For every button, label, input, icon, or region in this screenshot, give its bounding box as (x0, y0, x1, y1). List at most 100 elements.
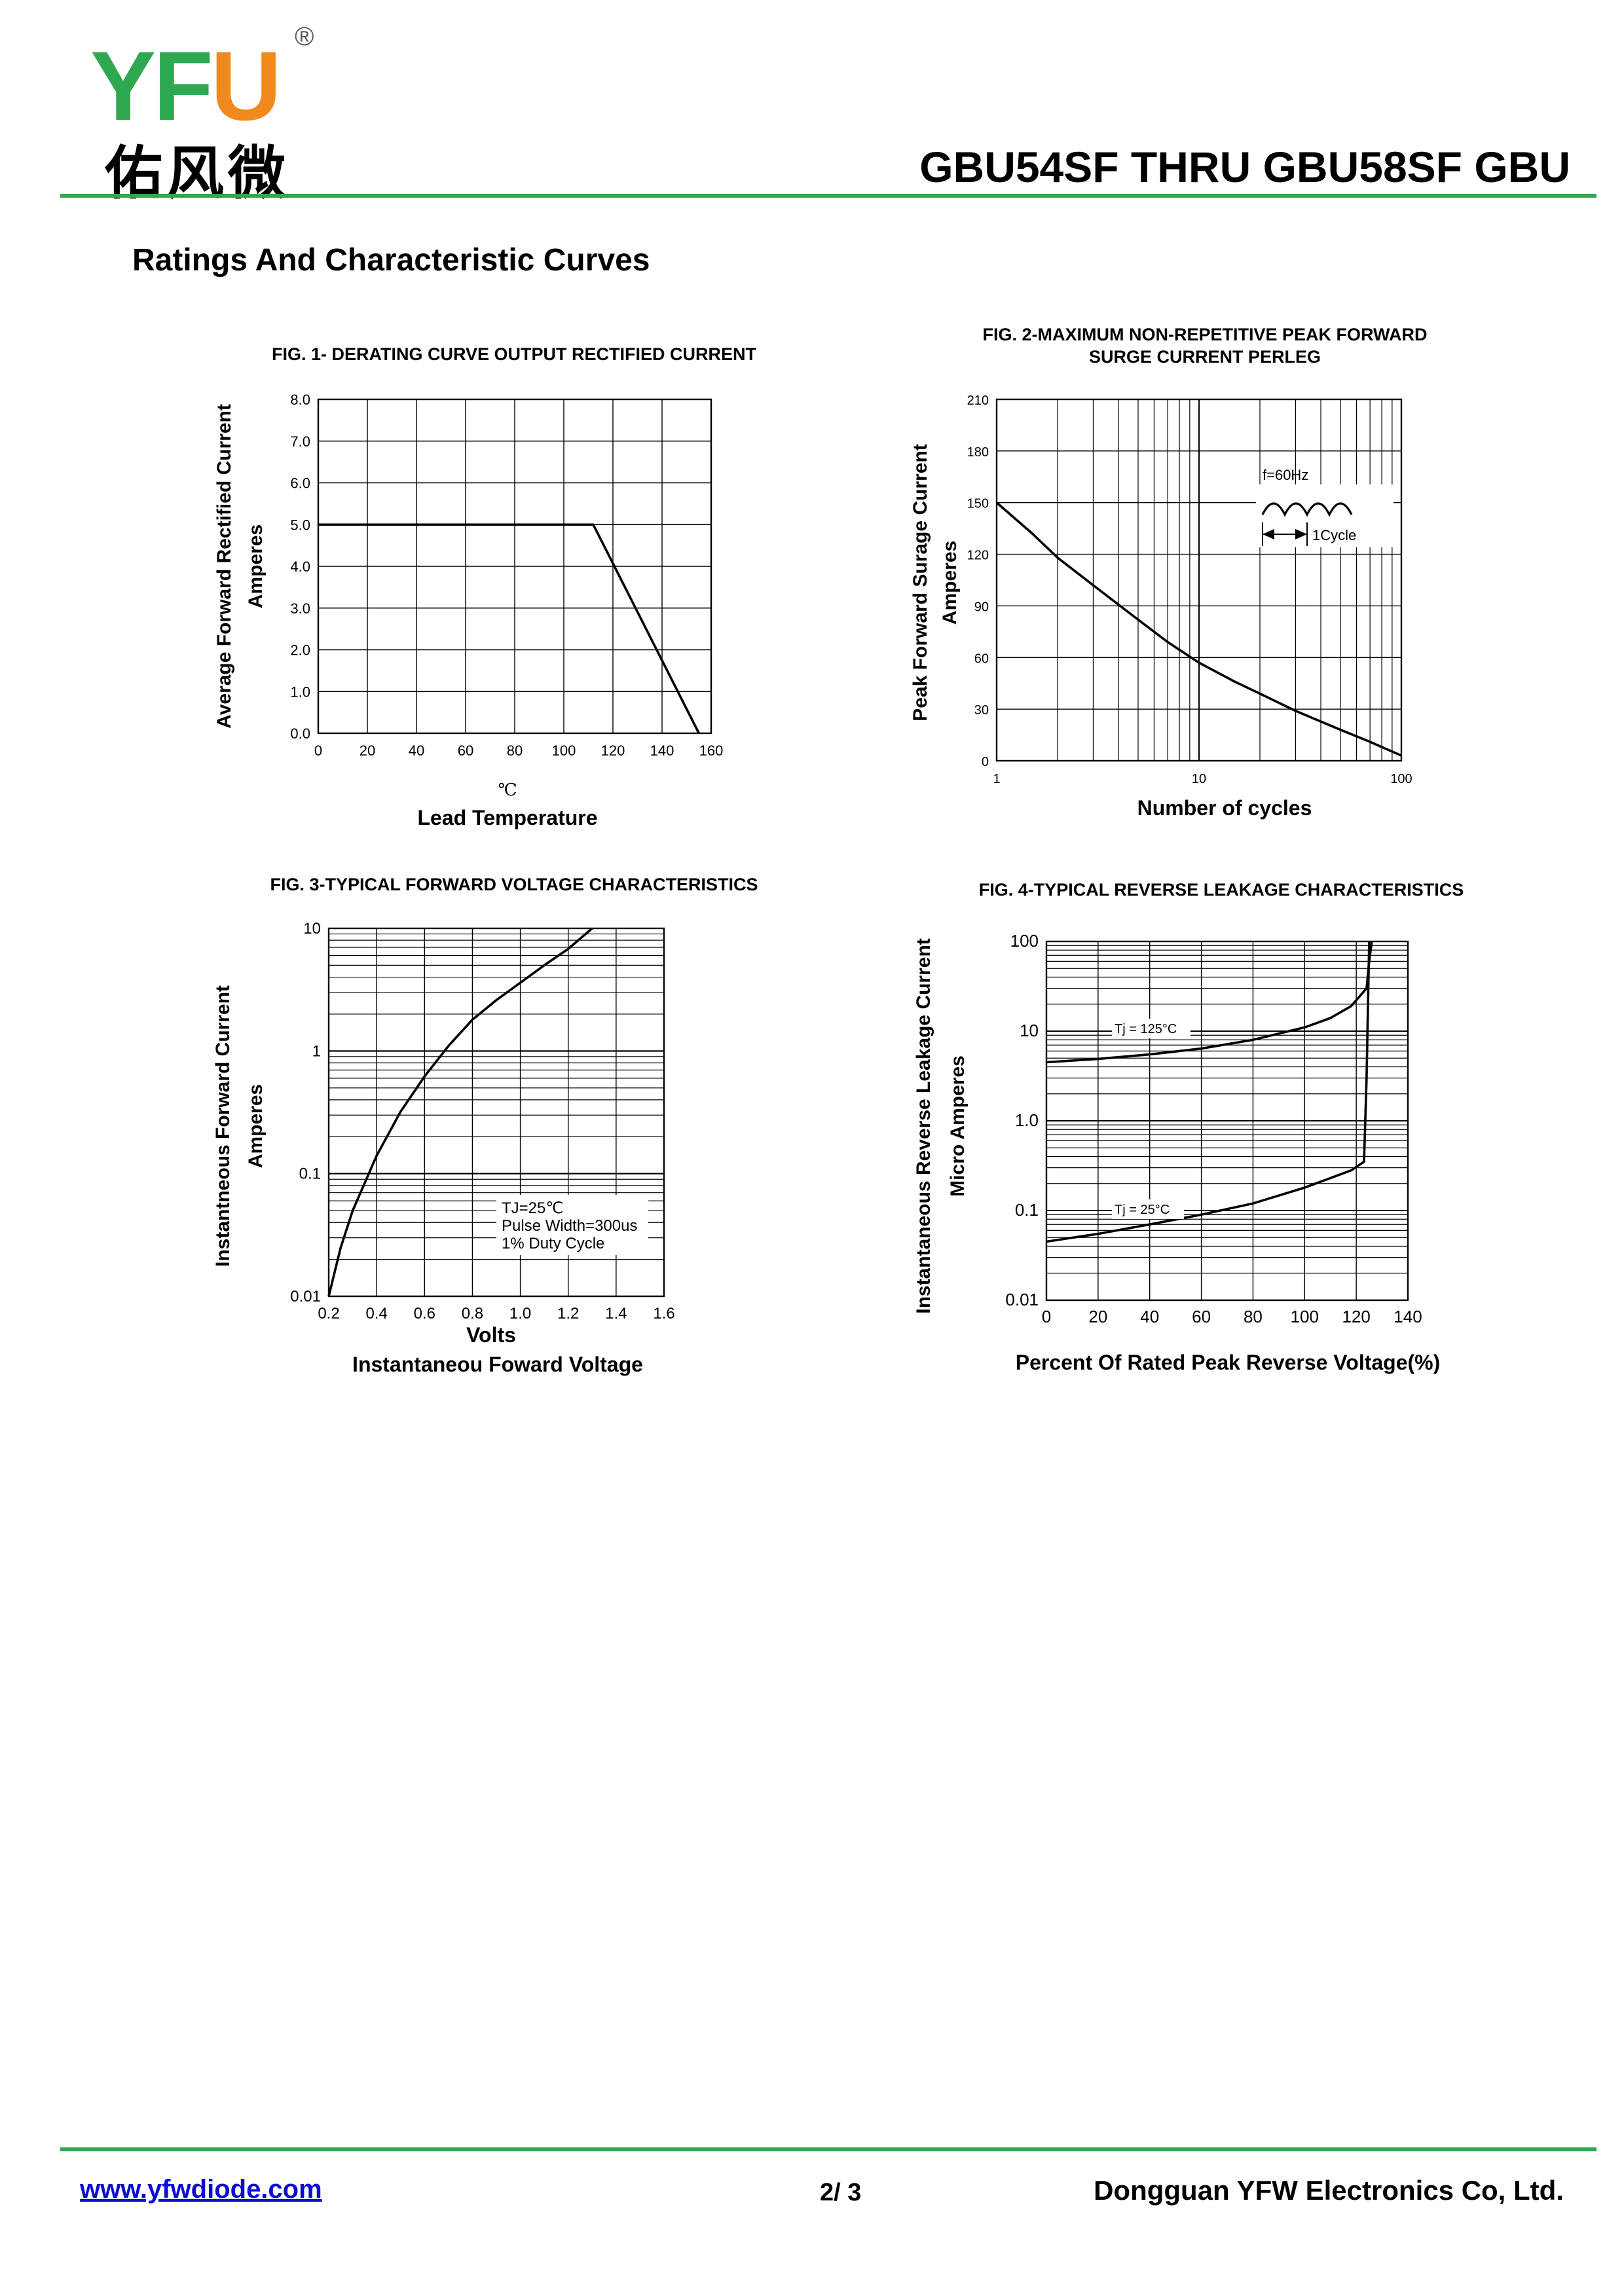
fig3-legend-line3: 1% Duty Cycle (502, 1235, 604, 1252)
fig2-xtick-label: 10 (1192, 772, 1206, 786)
fig2-xlabel: Number of cycles (1137, 796, 1312, 820)
fig4-series1-label: Tj = 125°C (1115, 1022, 1177, 1036)
fig2-ytick-label: 120 (967, 549, 989, 563)
fig2-frequency-label: f=60Hz (1263, 467, 1308, 483)
fig1-xtick-label: 100 (552, 742, 576, 759)
document-title: GBU54SF THRU GBU58SF GBU (919, 143, 1570, 191)
fig4-frame (1045, 940, 1409, 1302)
fig2-title-line2: SURGE CURRENT PERLEG (1089, 347, 1321, 367)
fig1-ytick-label: 0.0 (290, 725, 310, 742)
fig1-xunit: ℃ (498, 780, 517, 800)
fig3-ytick-label: 1 (312, 1042, 321, 1060)
fig2-ytick-label: 0 (982, 755, 989, 769)
fig4-chart: FIG. 4-TYPICAL REVERSE LEAKAGE CHARACTER… (913, 880, 1464, 1374)
fig4-title: FIG. 4-TYPICAL REVERSE LEAKAGE CHARACTER… (979, 880, 1464, 900)
footer-divider (60, 2147, 1596, 2151)
fig4-xlabel: Percent Of Rated Peak Reverse Voltage(%) (1016, 1351, 1441, 1374)
fig3-xlabel: Volts (466, 1323, 516, 1347)
fig4-xtick-label: 140 (1393, 1307, 1422, 1326)
fig3-xtick-label: 1.0 (509, 1305, 531, 1322)
fig1-ytick-label: 5.0 (290, 517, 310, 533)
fig3-ytick-label: 0.01 (290, 1288, 321, 1305)
section-heading: Ratings And Characteristic Curves (132, 243, 650, 278)
fig2-ytick-label: 60 (974, 651, 989, 666)
fig2-arrowhead-right (1295, 529, 1307, 539)
fig4-ytick-label: 0.1 (1015, 1200, 1039, 1220)
fig2-title: FIG. 2-MAXIMUM NON-REPETITIVE PEAK FORWA… (982, 325, 1427, 344)
fig1-xtick-label: 140 (650, 742, 674, 759)
fig4-series2-label-bg (1112, 1199, 1184, 1219)
fig4-xtick-label: 80 (1244, 1307, 1263, 1326)
fig3-xtick-label: 0.2 (318, 1305, 339, 1322)
figure-2: FIG. 2-MAXIMUM NON-REPETITIVE PEAK FORWA… (904, 321, 1532, 845)
fig4-xtick-label: 100 (1291, 1307, 1319, 1326)
fig4-ylabel2: Micro Amperes (947, 1055, 969, 1197)
fig1-ylabel2: Amperes (245, 524, 267, 608)
fig2-ytick-label: 210 (967, 393, 989, 408)
fig3-ytick-label: 10 (303, 920, 321, 938)
fig3-title: FIG. 3-TYPICAL FORWARD VOLTAGE CHARACTER… (270, 875, 758, 894)
fig4-xtick-label: 60 (1192, 1307, 1211, 1326)
fig2-ylabel2: Amperes (939, 541, 961, 625)
fig4-series2-label: Tj = 25°C (1115, 1203, 1170, 1217)
fig3-ylabel2: Amperes (245, 1084, 267, 1168)
fig2-xtick-label: 1 (993, 772, 1000, 786)
fig2-cycle-label: 1Cycle (1312, 527, 1356, 543)
figure-4: FIG. 4-TYPICAL REVERSE LEAKAGE CHARACTER… (904, 864, 1532, 1401)
fig1-xtick-label: 80 (507, 742, 523, 759)
fig2-ytick-label: 30 (974, 703, 989, 718)
fig4-ytick-label: 1.0 (1015, 1110, 1039, 1130)
fig1-xtick-label: 60 (458, 742, 473, 759)
logo-letter-y: Y (90, 31, 156, 141)
registered-mark: ® (295, 22, 314, 51)
fig3-xtick-label: 0.8 (462, 1305, 483, 1322)
fig1-ytick-label: 2.0 (290, 642, 310, 659)
fig2-chart: FIG. 2-MAXIMUM NON-REPETITIVE PEAK FORWA… (910, 325, 1428, 820)
fig1-ytick-label: 3.0 (290, 600, 310, 617)
fig2-series-0 (995, 501, 1402, 757)
fig2-wave-icon (1261, 502, 1353, 517)
fig1-xlabel: Lead Temperature (417, 806, 597, 829)
fig1-xtick-label: 20 (360, 742, 375, 759)
fig1-chart: FIG. 1- DERATING CURVE OUTPUT RECTIFIED … (213, 344, 757, 829)
fig3-legend-bg (496, 1195, 648, 1255)
fig3-series-0 (327, 927, 593, 1297)
fig2-inset-bg (1256, 484, 1393, 547)
fig2-ytick-label: 90 (974, 600, 989, 614)
website-link[interactable]: www.yfwdiode.com (80, 2175, 322, 2204)
logo-letter-u: U (210, 31, 282, 141)
fig4-series-1 (1046, 941, 1371, 1243)
fig1-series-0 (318, 523, 700, 734)
fig2-ytick-label: 150 (967, 497, 989, 511)
fig1-ytick-label: 7.0 (290, 433, 310, 450)
fig2-frame (995, 398, 1403, 762)
fig2-ylabel: Peak Forward Surage Current (910, 444, 931, 721)
fig1-ytick-label: 8.0 (290, 392, 310, 408)
fig1-xtick-label: 0 (314, 742, 322, 759)
fig3-legend-line1: TJ=25℃ (502, 1199, 563, 1217)
fig1-frame (317, 398, 712, 735)
fig4-xtick-label: 20 (1088, 1307, 1107, 1326)
brand-logo: YFU ® 佑风微 (65, 22, 341, 207)
fig4-xtick-label: 120 (1342, 1307, 1370, 1326)
fig1-xtick-label: 40 (409, 742, 424, 759)
logo-letter-f: F (153, 31, 213, 141)
fig3-xtick-label: 0.4 (365, 1305, 387, 1322)
fig4-ytick-label: 0.01 (1005, 1290, 1039, 1309)
fig3-frame (327, 927, 665, 1298)
fig3-xtick-label: 1.2 (557, 1305, 579, 1322)
fig4-ytick-label: 100 (1010, 931, 1039, 951)
figure-3: FIG. 3-TYPICAL FORWARD VOLTAGE CHARACTER… (196, 864, 825, 1401)
fig4-xtick-label: 0 (1042, 1307, 1051, 1326)
fig3-legend-line2: Pulse Width=300us (502, 1217, 637, 1235)
fig3-xlabel2: Instantaneou Foward Voltage (352, 1353, 643, 1376)
fig3-xtick-label: 1.6 (653, 1305, 674, 1322)
fig1-ytick-label: 4.0 (290, 558, 310, 575)
fig4-ylabel: Instantaneous Reverse Leakage Current (913, 938, 934, 1314)
fig4-series-0 (1046, 941, 1373, 1064)
fig3-chart: FIG. 3-TYPICAL FORWARD VOLTAGE CHARACTER… (212, 875, 758, 1376)
fig1-ytick-label: 1.0 (290, 683, 310, 700)
fig3-ylabel: Instantneous Forward Current (212, 985, 234, 1267)
figure-1: FIG. 1- DERATING CURVE OUTPUT RECTIFIED … (196, 321, 825, 845)
fig4-xtick-label: 40 (1140, 1307, 1159, 1326)
